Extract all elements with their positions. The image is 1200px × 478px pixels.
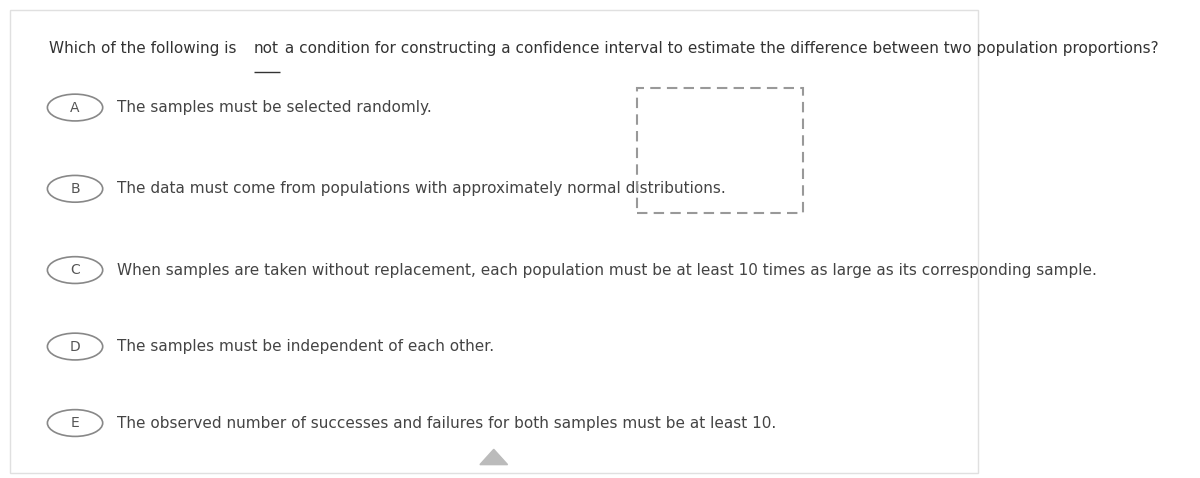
Text: The samples must be selected randomly.: The samples must be selected randomly. — [116, 100, 431, 115]
Circle shape — [47, 175, 103, 202]
Text: The samples must be independent of each other.: The samples must be independent of each … — [116, 339, 493, 354]
Circle shape — [47, 333, 103, 360]
FancyBboxPatch shape — [10, 10, 978, 473]
Text: The data must come from populations with approximately normal distributions.: The data must come from populations with… — [116, 181, 725, 196]
Bar — [637, 88, 803, 213]
Circle shape — [47, 257, 103, 283]
Text: E: E — [71, 416, 79, 430]
Circle shape — [47, 410, 103, 436]
Text: a condition for constructing a confidence interval to estimate the difference be: a condition for constructing a confidenc… — [280, 41, 1159, 55]
Text: C: C — [70, 263, 80, 277]
Circle shape — [47, 94, 103, 121]
Text: The observed number of successes and failures for both samples must be at least : The observed number of successes and fai… — [116, 415, 775, 431]
Polygon shape — [480, 449, 508, 465]
Text: not: not — [253, 41, 278, 55]
Text: D: D — [70, 339, 80, 354]
Text: B: B — [71, 182, 80, 196]
Text: Which of the following is: Which of the following is — [49, 41, 241, 55]
Text: A: A — [71, 100, 79, 115]
Text: When samples are taken without replacement, each population must be at least 10 : When samples are taken without replaceme… — [116, 262, 1097, 278]
